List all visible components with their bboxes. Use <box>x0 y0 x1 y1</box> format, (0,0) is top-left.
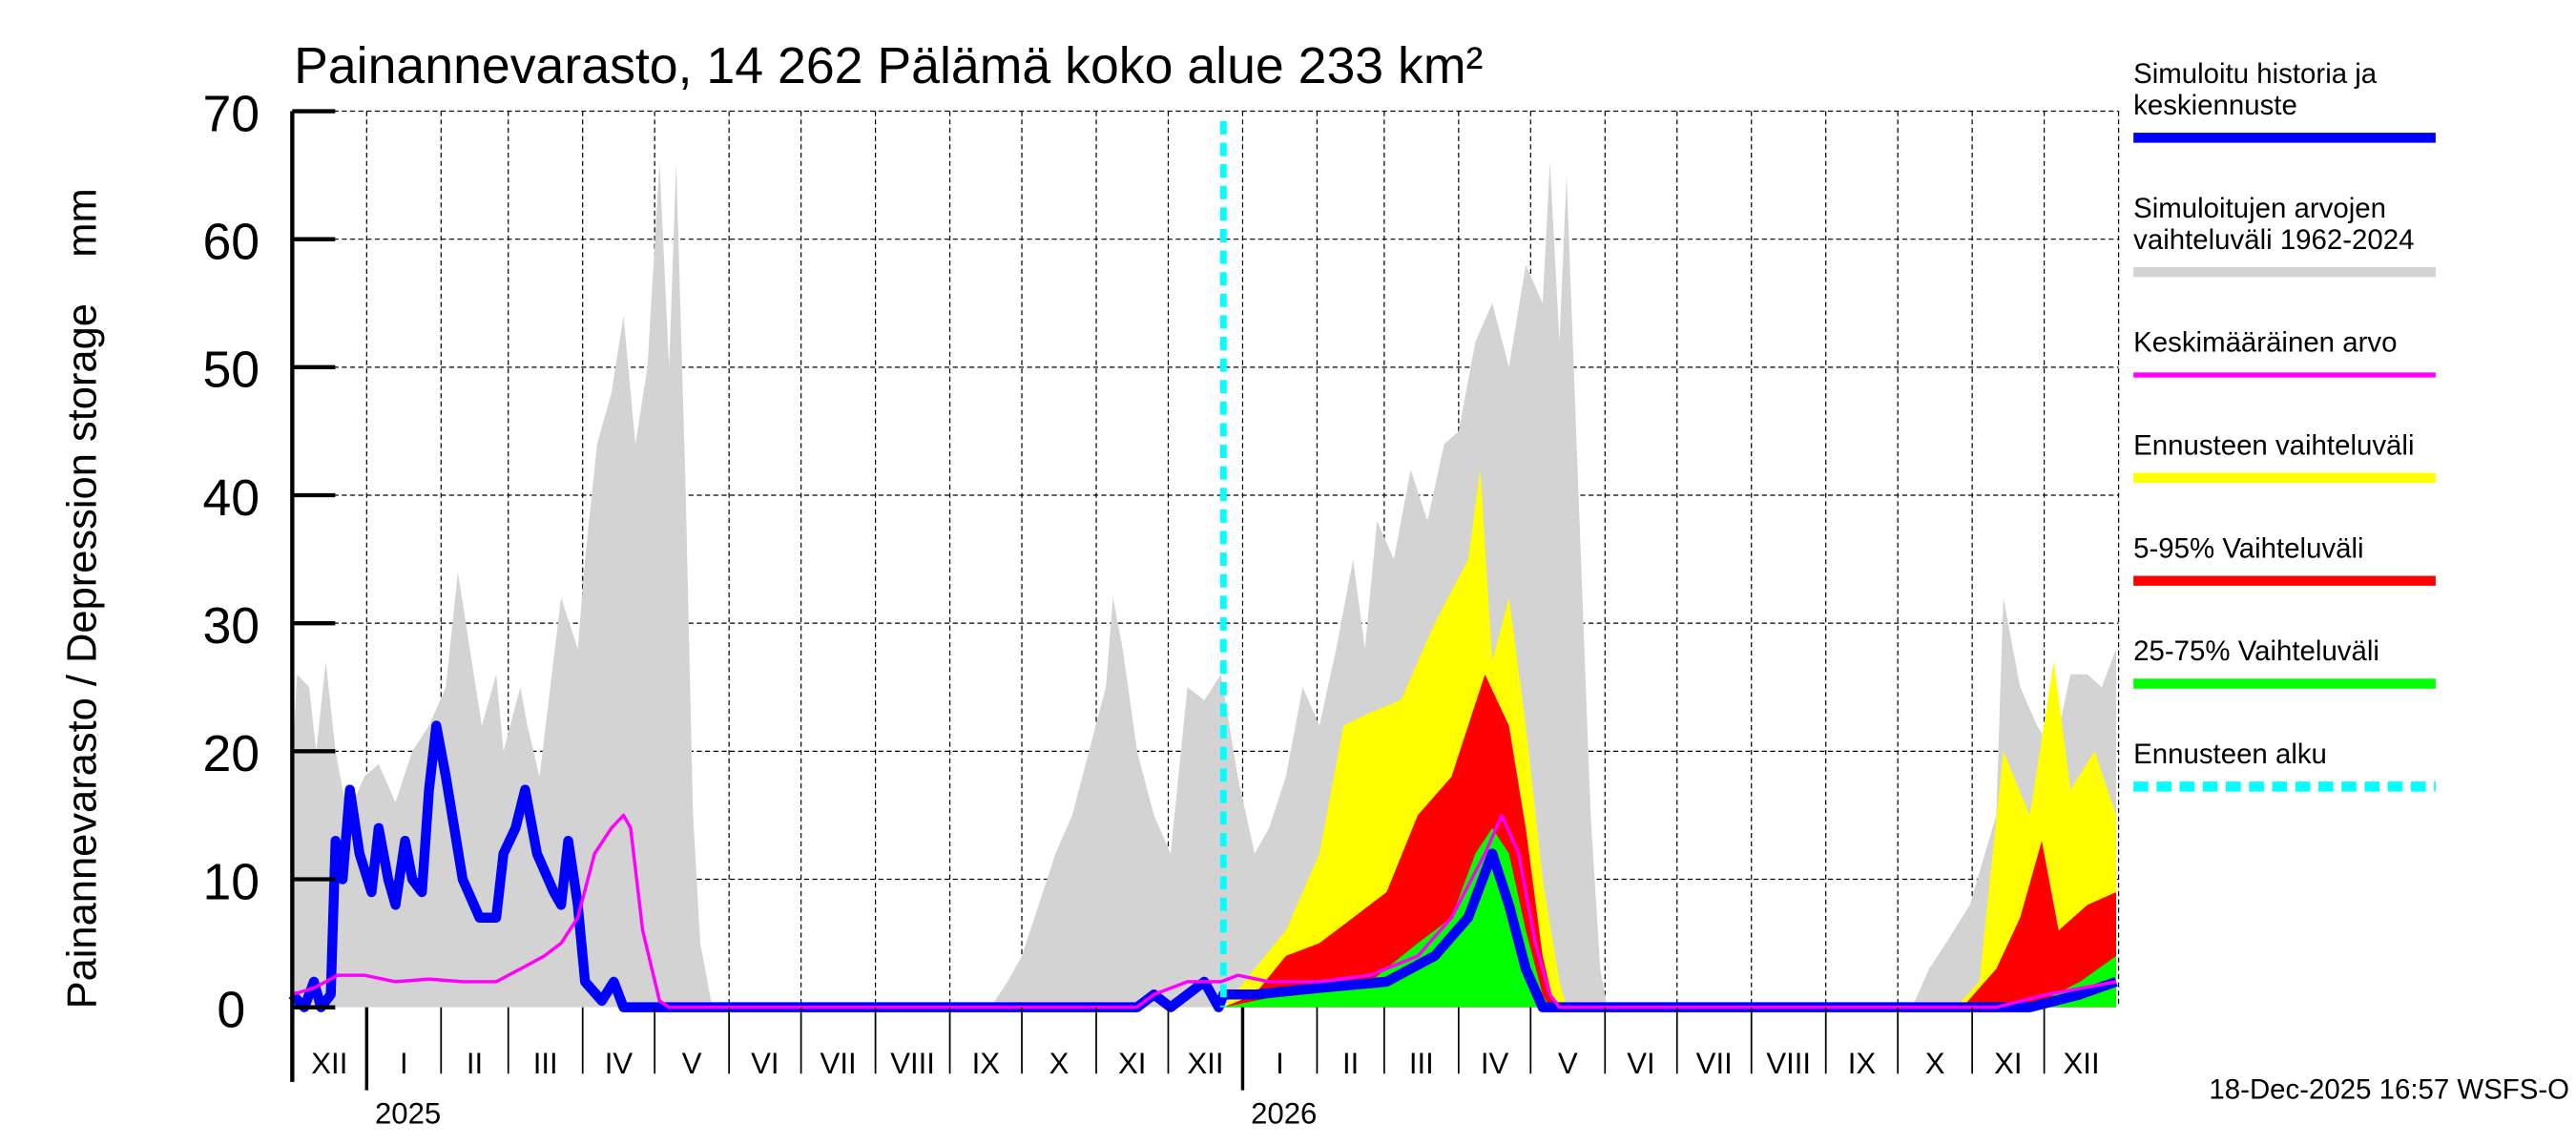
month-label: I <box>400 1047 408 1080</box>
legend-label: Ennusteen alku <box>2133 739 2327 770</box>
month-label: VIII <box>890 1047 935 1080</box>
band-25-75-vaihteluv-li <box>1223 827 2117 1008</box>
year-label: 2026 <box>1251 1096 1317 1130</box>
month-label: V <box>1558 1047 1578 1080</box>
month-label: XI <box>1994 1047 2022 1080</box>
legend-label: keskiennuste <box>2133 90 2297 121</box>
month-label: X <box>1049 1047 1070 1080</box>
legend-label: vaihteluväli 1962-2024 <box>2133 224 2414 256</box>
month-label: VIII <box>1766 1047 1811 1080</box>
month-label: XII <box>2064 1047 2100 1080</box>
line-keskim-r-inen-arvo <box>291 813 2117 1010</box>
month-label: VII <box>1696 1047 1733 1080</box>
y-axis-label: Painannevarasto / Depression storage mm <box>59 188 105 1009</box>
legend-label: Simuloitu historia ja <box>2133 58 2378 90</box>
month-label: XII <box>1187 1047 1223 1080</box>
month-label: II <box>1342 1047 1359 1080</box>
legend-label: Simuloitujen arvojen <box>2133 193 2386 224</box>
band-simuloitujen-arvojen-vaihteluv-li-1962-2024 <box>292 162 2117 1008</box>
y-tick-label: 50 <box>202 342 260 399</box>
month-label: IV <box>1481 1047 1509 1080</box>
y-tick-label: 30 <box>202 597 260 655</box>
year-label: 2025 <box>375 1096 441 1130</box>
month-label: V <box>682 1047 702 1080</box>
month-label: XI <box>1118 1047 1146 1080</box>
footer-timestamp: 18-Dec-2025 16:57 WSFS-O <box>2209 1073 2569 1105</box>
y-tick-label: 10 <box>202 853 260 910</box>
month-label: XII <box>311 1047 347 1080</box>
y-tick-label: 70 <box>202 85 260 142</box>
legend-label: Keskimääräinen arvo <box>2133 327 2397 359</box>
legend-label: Ennusteen vaihteluväli <box>2133 429 2414 461</box>
y-tick-label: 20 <box>202 725 260 782</box>
month-label: VI <box>1627 1047 1654 1080</box>
month-label: X <box>1925 1047 1945 1080</box>
month-label: VII <box>821 1047 857 1080</box>
chart-title: Painannevarasto, 14 262 Pälämä koko alue… <box>294 37 1483 94</box>
month-label: IX <box>972 1047 1001 1080</box>
month-label: VI <box>751 1047 779 1080</box>
legend-label: 5-95% Vaihteluväli <box>2133 532 2363 564</box>
y-tick-label: 60 <box>202 213 260 270</box>
legend-label: 25-75% Vaihteluväli <box>2133 635 2379 667</box>
month-label: I <box>1276 1047 1284 1080</box>
line-simuloitu-historia-ja-keskiennuste <box>288 720 2118 1012</box>
month-label: IX <box>1848 1047 1877 1080</box>
month-label: II <box>467 1047 483 1080</box>
month-label: III <box>1409 1047 1434 1080</box>
month-label: IV <box>605 1047 634 1080</box>
y-tick-label: 40 <box>202 469 260 527</box>
y-tick-label: 0 <box>217 981 245 1038</box>
month-label: III <box>533 1047 558 1080</box>
